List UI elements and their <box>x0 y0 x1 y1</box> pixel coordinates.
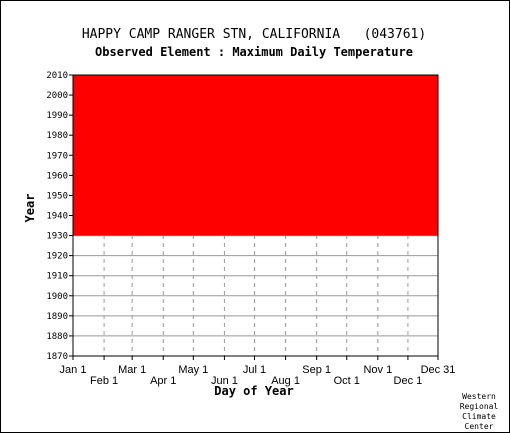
credit-line-2: Regional <box>460 402 499 411</box>
x-tick-label: Sep 1 <box>302 364 331 376</box>
x-tick-label: Apr 1 <box>150 375 176 387</box>
y-tick-label: 1960 <box>46 171 68 181</box>
data-coverage <box>73 75 438 236</box>
y-tick-label: 1940 <box>46 212 68 222</box>
y-axis-ticks: 1870 1880 1890 1900 1910 1920 1930 1940 1950 1960… <box>46 71 73 362</box>
x-tick-label: Jun 1 <box>211 375 238 387</box>
x-axis-label: Day of Year <box>214 384 293 398</box>
y-tick-label: 1900 <box>46 292 68 302</box>
chart-title: HAPPY CAMP RANGER STN, CALIFORNIA (04376… <box>82 27 426 42</box>
y-tick-label: 1980 <box>46 131 68 141</box>
y-tick-label: 1930 <box>46 232 68 242</box>
x-tick-label: Jan 1 <box>60 364 87 376</box>
x-axis-ticks: Jan 1 Mar 1 May 1 Jul 1 Sep 1 Nov 1 Dec 31 Feb … <box>60 356 456 387</box>
chart-subtitle: Observed Element : Maximum Daily Tempera… <box>95 45 413 59</box>
x-tick-label: Dec 31 <box>421 364 456 376</box>
x-tick-label: Aug 1 <box>271 375 300 387</box>
credit-line-3: Climate <box>462 412 496 421</box>
x-tick-label: May 1 <box>178 364 208 376</box>
y-tick-label: 1990 <box>46 111 68 121</box>
data-coverage-block <box>73 75 438 236</box>
y-tick-label: 1920 <box>46 252 68 262</box>
y-tick-label: 1910 <box>46 272 68 282</box>
credit: Western Regional Climate Center <box>460 392 499 431</box>
y-axis-label: Year <box>23 194 37 223</box>
x-tick-label: Nov 1 <box>363 364 392 376</box>
x-tick-label: Feb 1 <box>90 375 118 387</box>
credit-line-4: Center <box>465 422 494 431</box>
credit-line-1: Western <box>462 392 496 401</box>
y-tick-label: 1870 <box>46 352 68 362</box>
y-tick-label: 2000 <box>46 91 68 101</box>
y-tick-label: 1880 <box>46 332 68 342</box>
y-tick-label: 1890 <box>46 312 68 322</box>
x-tick-label: Oct 1 <box>334 375 360 387</box>
y-tick-label: 1970 <box>46 151 68 161</box>
x-tick-label: Mar 1 <box>118 364 146 376</box>
y-tick-label: 2010 <box>46 71 68 81</box>
x-tick-label: Dec 1 <box>394 375 423 387</box>
x-tick-label: Jul 1 <box>243 364 266 376</box>
y-tick-label: 1950 <box>46 191 68 201</box>
